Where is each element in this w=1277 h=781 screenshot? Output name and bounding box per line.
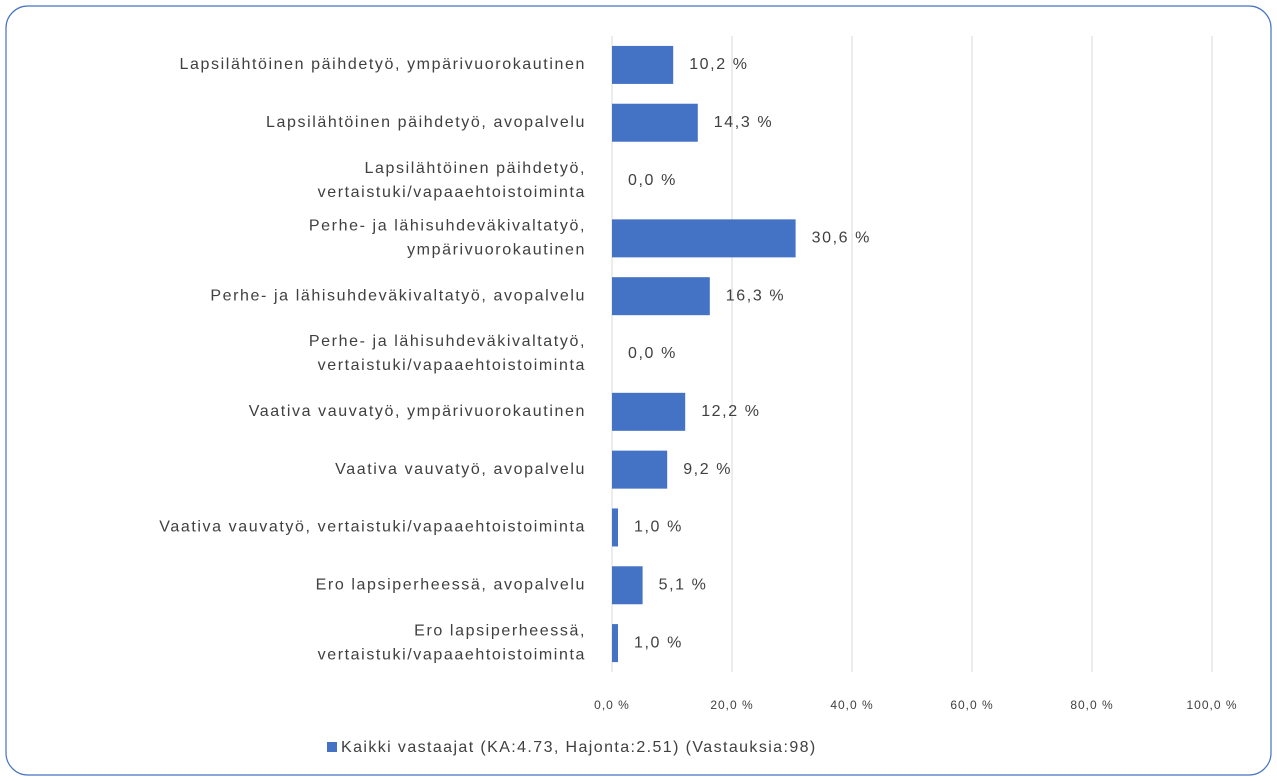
data-label: 1,0 % (634, 519, 683, 536)
data-label: 0,0 % (628, 345, 677, 362)
y-tick-label: Lapsilähtöinen päihdetyö, (365, 160, 586, 177)
y-tick-label: vertaistuki/vapaaehtoistoiminta (318, 646, 586, 663)
x-tick-label: 40,0 % (830, 698, 873, 712)
data-label: 16,3 % (726, 287, 785, 304)
data-label: 30,6 % (812, 230, 871, 247)
chart-frame (5, 5, 1272, 776)
bar (612, 103, 698, 142)
bar (612, 450, 668, 489)
data-label: 1,0 % (634, 634, 683, 651)
bar (612, 508, 618, 547)
data-label: 0,0 % (628, 172, 677, 189)
x-tick-label: 80,0 % (1070, 698, 1113, 712)
bar (612, 277, 710, 316)
data-label: 10,2 % (689, 56, 748, 73)
y-tick-label: Lapsilähtöinen päihdetyö, ympärivuorokau… (180, 56, 586, 73)
y-tick-label: Vaativa vauvatyö, avopalvelu (335, 461, 586, 478)
data-label: 14,3 % (714, 114, 773, 131)
x-tick-label: 0,0 % (594, 698, 630, 712)
bar (612, 219, 796, 258)
y-tick-label: Ero lapsiperheessä, avopalvelu (316, 576, 586, 593)
y-tick-label: Perhe- ja lähisuhdeväkivaltatyö, (309, 218, 586, 235)
data-label: 5,1 % (659, 576, 708, 593)
bar (612, 624, 618, 663)
data-label: 9,2 % (683, 461, 732, 478)
y-tick-label: Vaativa vauvatyö, ympärivuorokautinen (249, 403, 586, 420)
y-tick-label: vertaistuki/vapaaehtoistoiminta (318, 357, 586, 374)
x-tick-label: 60,0 % (950, 698, 993, 712)
legend-swatch (327, 742, 337, 752)
y-tick-label: Perhe- ja lähisuhdeväkivaltatyö, (309, 333, 586, 350)
data-label: 12,2 % (701, 403, 760, 420)
y-tick-label: Perhe- ja lähisuhdeväkivaltatyö, avopalv… (210, 287, 586, 304)
bar (612, 45, 674, 84)
legend-label: Kaikki vastaajat (KA:4.73, Hajonta:2.51)… (341, 739, 817, 756)
bar (612, 392, 686, 431)
y-tick-label: vertaistuki/vapaaehtoistoiminta (318, 184, 586, 201)
y-tick-label: Vaativa vauvatyö, vertaistuki/vapaaehtoi… (159, 519, 586, 536)
y-tick-label: ympärivuorokautinen (407, 242, 586, 259)
x-tick-label: 20,0 % (710, 698, 753, 712)
x-tick-label: 100,0 % (1186, 698, 1237, 712)
y-tick-label: Lapsilähtöinen päihdetyö, avopalvelu (266, 114, 586, 131)
bar (612, 566, 643, 605)
y-tick-label: Ero lapsiperheessä, (414, 622, 586, 639)
